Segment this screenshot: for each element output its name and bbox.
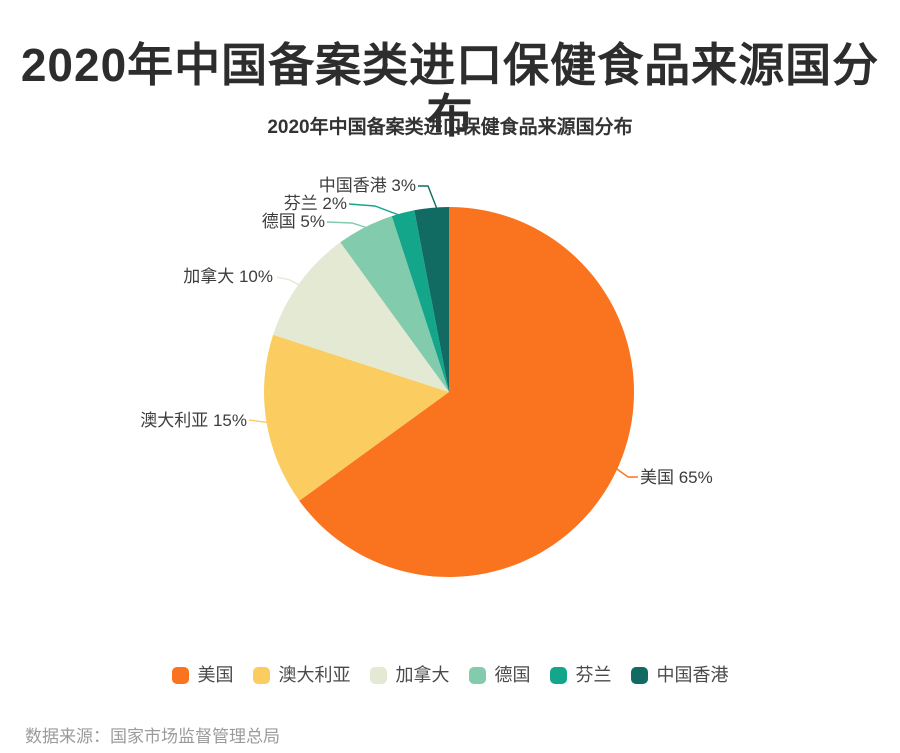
pie-slice-australia[interactable] xyxy=(264,334,449,501)
legend-label-australia: 澳大利亚 xyxy=(278,665,351,685)
main-title: 2020年中国备案类进口保健食品来源国分布 xyxy=(20,39,880,142)
legend-label-canada: 加拿大 xyxy=(395,665,450,685)
chart-title: 2020年中国备案类进口保健食品来源国分布 xyxy=(267,117,633,138)
leader-line-finland xyxy=(348,203,408,219)
source-note: 数据来源：国家市场监督管理总局 xyxy=(25,727,280,746)
legend-label-hong-kong: 中国香港 xyxy=(656,665,729,685)
slice-label-usa: 美国 65% xyxy=(640,468,713,487)
pie-slice-hong-kong[interactable] xyxy=(414,207,449,392)
legend-item-hong-kong[interactable]: 中国香港 xyxy=(630,665,729,685)
pie-slice-usa[interactable] xyxy=(299,207,634,577)
pie-slice-germany[interactable] xyxy=(340,216,449,392)
legend-item-germany[interactable]: 德国 xyxy=(468,665,531,685)
pie-slice-canada[interactable] xyxy=(273,242,449,392)
slice-label-germany: 德国 5% xyxy=(261,212,325,231)
legend-swatch-usa xyxy=(171,666,189,684)
legend-swatch-hong-kong xyxy=(630,666,648,684)
leader-line-germany xyxy=(326,221,372,230)
legend-swatch-canada xyxy=(369,666,387,684)
legend-swatch-australia xyxy=(252,666,270,684)
slice-label-finland: 芬兰 2% xyxy=(283,194,347,213)
leader-line-australia xyxy=(248,419,273,424)
legend-item-finland[interactable]: 芬兰 xyxy=(549,665,612,685)
legend-swatch-germany xyxy=(468,666,486,684)
legend-label-germany: 德国 xyxy=(494,665,531,685)
legend: 美国 澳大利亚 加拿大 德国 芬兰 中国香港 xyxy=(0,666,900,684)
leader-line-usa xyxy=(609,463,638,478)
slice-label-australia: 澳大利亚 15% xyxy=(140,411,247,430)
legend-item-australia[interactable]: 澳大利亚 xyxy=(252,665,351,685)
legend-label-finland: 芬兰 xyxy=(575,665,612,685)
leader-line-canada xyxy=(276,276,302,287)
legend-label-usa: 美国 xyxy=(197,665,234,685)
pie-slice-finland[interactable] xyxy=(391,210,449,392)
legend-swatch-finland xyxy=(549,666,567,684)
legend-item-canada[interactable]: 加拿大 xyxy=(369,665,450,685)
slice-label-hong-kong: 中国香港 3% xyxy=(318,176,416,195)
legend-item-usa[interactable]: 美国 xyxy=(171,665,234,685)
leader-line-hong-kong xyxy=(418,185,438,210)
slice-label-canada: 加拿大 10% xyxy=(183,267,273,286)
